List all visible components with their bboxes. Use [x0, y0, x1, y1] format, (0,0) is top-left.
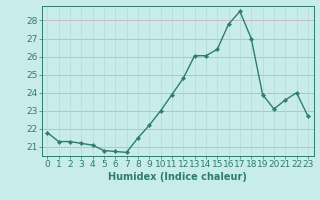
X-axis label: Humidex (Indice chaleur): Humidex (Indice chaleur)	[108, 172, 247, 182]
